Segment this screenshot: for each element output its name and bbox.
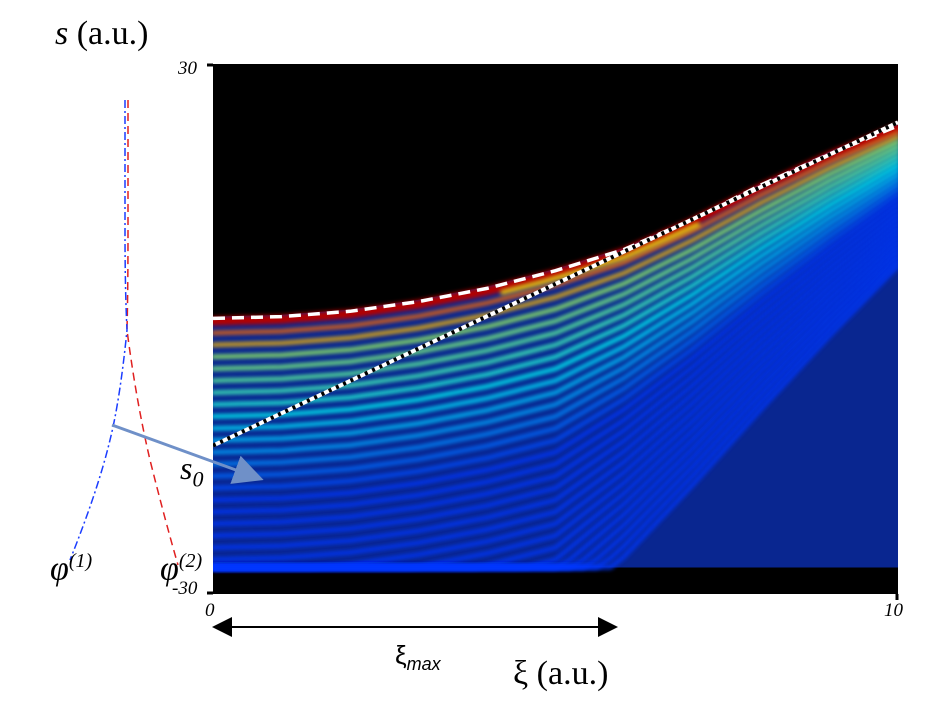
black-dotted-line bbox=[213, 120, 898, 448]
fringe-band bbox=[213, 163, 898, 419]
fringe-band bbox=[213, 192, 898, 490]
fringe-band bbox=[213, 168, 898, 431]
phi2-curve bbox=[126, 100, 179, 566]
fringe-band bbox=[213, 197, 898, 502]
y-axis-label: s (a.u.) bbox=[55, 15, 149, 52]
crest-band bbox=[500, 221, 701, 296]
fringe-band bbox=[213, 159, 898, 407]
fringe-band bbox=[213, 139, 898, 359]
fringe-band bbox=[213, 211, 898, 538]
y-tick-bottom: -30 bbox=[172, 578, 198, 599]
x-tick-right: 10 bbox=[884, 600, 903, 621]
phi-curves bbox=[69, 100, 179, 566]
fringe-band bbox=[213, 173, 898, 443]
fringe-band bbox=[213, 216, 898, 550]
fringe-band bbox=[213, 144, 898, 371]
fringe-band bbox=[213, 263, 898, 570]
s0-label: s0 bbox=[180, 450, 204, 492]
y-tick-top: 30 bbox=[178, 58, 197, 79]
s0-arrow bbox=[111, 423, 264, 484]
fringe-band bbox=[213, 187, 898, 479]
phi1-curve bbox=[69, 100, 128, 561]
heatmap-field bbox=[213, 120, 898, 570]
phi2-label: φ(2) bbox=[160, 550, 203, 588]
heatmap-plot bbox=[207, 63, 899, 600]
fringe-band bbox=[213, 178, 898, 455]
fringe-band bbox=[213, 201, 898, 514]
fringe-band bbox=[213, 154, 898, 395]
x-axis-label: ξ (a.u.) bbox=[513, 655, 609, 692]
phi1-label: φ(1) bbox=[50, 550, 93, 588]
xi-max-label: ξmax bbox=[395, 640, 441, 675]
x-tick-left: 0 bbox=[205, 600, 215, 621]
fringe-band bbox=[213, 221, 898, 562]
fringe-band bbox=[213, 135, 898, 347]
fringe-band bbox=[213, 149, 898, 383]
fringe-band bbox=[213, 206, 898, 526]
fringe-band bbox=[213, 182, 898, 467]
